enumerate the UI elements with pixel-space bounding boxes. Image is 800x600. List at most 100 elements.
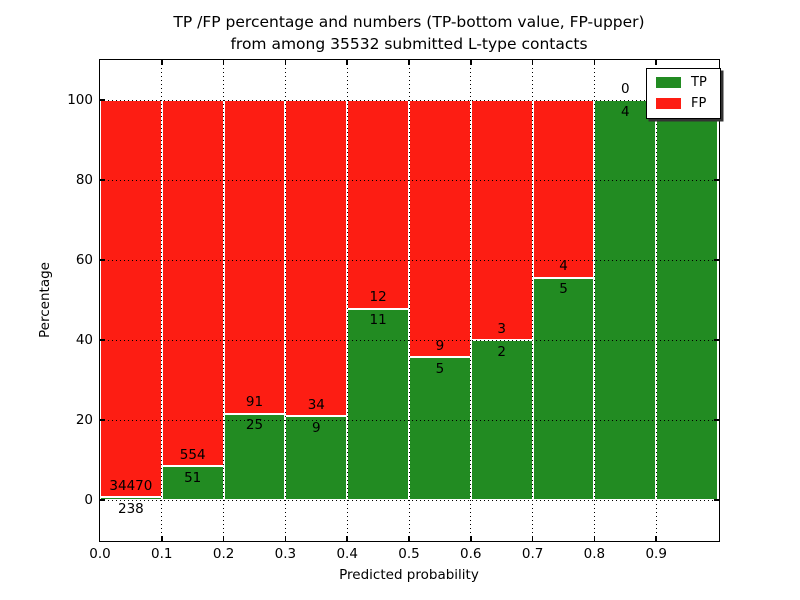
horizontal-gridline <box>100 99 719 101</box>
legend-entry: TP <box>656 76 711 89</box>
x-tick-label: 0.5 <box>398 546 420 562</box>
y-tick-mark <box>100 179 105 181</box>
y-tick-mark <box>100 499 105 501</box>
legend-entry-label: FP <box>691 96 707 111</box>
y-tick-mark <box>100 259 105 261</box>
legend: TP FP <box>646 68 721 119</box>
y-tick-mark <box>713 259 719 261</box>
x-tick-mark <box>531 60 534 65</box>
horizontal-gridline <box>100 179 719 181</box>
vertical-gridline <box>223 60 225 541</box>
tp-count-label: 2 <box>497 343 506 360</box>
y-tick-mark <box>713 339 719 341</box>
y-tick-label: 80 <box>75 172 93 188</box>
fp-count-label: 3 <box>497 320 506 337</box>
y-tick-label: 20 <box>75 412 93 428</box>
tp-count-label: 11 <box>369 312 387 329</box>
tp-bar-segment <box>285 416 348 500</box>
fp-bar-segment <box>470 100 533 340</box>
fp-count-label: 91 <box>245 394 264 411</box>
tp-swatch-icon <box>656 77 681 88</box>
tp-count-label: 9 <box>312 419 321 436</box>
x-tick-label: 0.0 <box>89 546 111 562</box>
fp-count-label: 34 <box>307 396 325 413</box>
tp-count-label: 4 <box>621 103 630 120</box>
tp-count-label: 5 <box>435 360 445 377</box>
x-tick-mark <box>408 60 410 65</box>
y-tick-mark <box>100 339 105 341</box>
fp-count-label: 34470 <box>109 477 153 494</box>
tp-count-label: 51 <box>184 469 202 486</box>
x-tick-label: 0.7 <box>521 546 544 562</box>
legend-entry: FP <box>656 97 711 110</box>
ticks-layer <box>100 60 719 541</box>
x-tick-label: 0.3 <box>274 546 297 562</box>
x-tick-label: 0.4 <box>336 546 358 562</box>
chart-title-line1: TP /FP percentage and numbers (TP-bottom… <box>173 13 645 31</box>
x-axis-label: Predicted probability <box>339 567 479 583</box>
horizontal-gridline <box>100 259 719 261</box>
x-tick-mark <box>222 60 225 65</box>
x-tick-mark <box>470 60 472 65</box>
y-tick-label: 100 <box>67 92 93 108</box>
x-tick-mark <box>222 535 225 541</box>
legend-entry-label: TP <box>691 75 707 90</box>
horizontal-gridline <box>100 339 719 341</box>
y-tick-label: 40 <box>75 332 93 348</box>
x-tick-mark <box>470 535 472 541</box>
tp-bar-segment <box>532 277 595 500</box>
chart-title-line2: from among 35532 submitted L-type contac… <box>230 35 588 53</box>
fp-count-label: 9 <box>435 337 445 354</box>
x-tick-mark <box>655 60 657 65</box>
x-tick-label: 0.9 <box>645 546 667 562</box>
x-tick-mark <box>161 535 163 541</box>
x-axis-tick-labels: 0.0 0.1 0.2 0.3 0.4 0.5 0.6 0.7 0.8 0.9 <box>89 546 718 564</box>
vertical-gridline <box>655 60 657 541</box>
x-tick-mark <box>531 535 534 541</box>
x-tick-mark <box>346 60 348 65</box>
y-tick-label: 60 <box>75 252 93 268</box>
y-tick-label: 0 <box>84 492 93 508</box>
x-tick-label: 0.2 <box>212 546 235 562</box>
x-tick-mark <box>284 60 287 65</box>
vertical-gridline <box>593 60 595 541</box>
annotations-layer: 3447023855451912534912119532450405 <box>100 60 719 541</box>
fp-bar-segment <box>285 100 348 417</box>
x-tick-mark <box>284 535 287 541</box>
x-tick-label: 0.6 <box>460 546 482 562</box>
x-tick-mark <box>161 60 163 65</box>
grid-layer <box>100 60 719 541</box>
vertical-gridline <box>161 60 163 541</box>
chart-title: TP /FP percentage and numbers (TP-bottom… <box>100 11 718 55</box>
x-tick-mark <box>346 535 348 541</box>
y-tick-mark <box>100 99 105 101</box>
horizontal-gridline <box>100 499 719 501</box>
bars-layer <box>100 60 719 541</box>
y-tick-mark <box>713 179 719 181</box>
y-axis-label: Percentage <box>37 262 53 338</box>
fp-bar-segment <box>347 100 409 309</box>
fp-count-label: 0 <box>621 80 630 97</box>
vertical-gridline <box>532 60 534 541</box>
vertical-gridline <box>346 60 348 541</box>
tp-bar-segment <box>656 100 718 500</box>
tp-count-label: 238 <box>118 500 144 517</box>
fp-count-label: 12 <box>369 289 387 306</box>
y-tick-mark <box>100 419 105 421</box>
fp-count-label: 554 <box>179 446 206 463</box>
tp-count-label: 5 <box>559 281 568 298</box>
fp-swatch-icon <box>656 98 681 109</box>
horizontal-gridline <box>100 419 719 421</box>
vertical-gridline <box>470 60 472 541</box>
fp-count-label: 4 <box>559 258 568 275</box>
y-tick-mark <box>713 499 719 501</box>
x-tick-mark <box>593 60 596 65</box>
x-tick-label: 0.1 <box>151 546 173 562</box>
fp-bar-segment <box>532 100 595 278</box>
fp-bar-segment <box>409 100 471 358</box>
vertical-gridline <box>408 60 410 541</box>
y-tick-mark <box>713 419 719 421</box>
y-axis-tick-labels: 0 20 40 60 80 100 <box>0 60 93 540</box>
